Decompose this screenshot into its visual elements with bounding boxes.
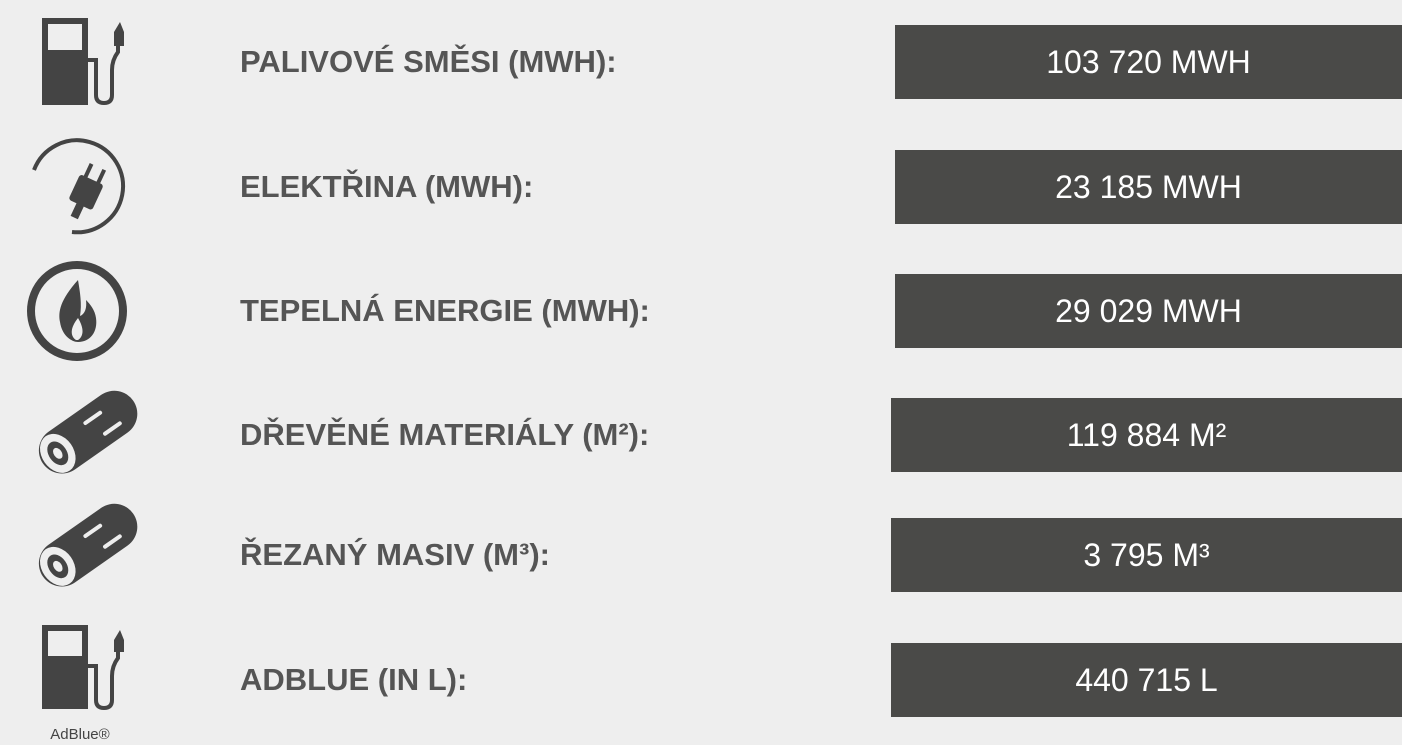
row: ADBLUE (IN L): 440 715 L — [0, 643, 1402, 717]
row-label: DŘEVĚNÉ MATERIÁLY (M²): — [240, 417, 650, 452]
row-value: 103 720 MWH — [895, 25, 1402, 99]
row-label: TEPELNÁ ENERGIE (MWH): — [240, 293, 650, 328]
row-value: 23 185 MWH — [895, 150, 1402, 224]
fuel-icon — [42, 18, 124, 106]
electricity-icon — [32, 138, 126, 235]
row-label: PALIVOVÉ SMĚSI (MWH): — [240, 44, 617, 79]
row-label: ELEKTŘINA (MWH): — [240, 169, 534, 204]
row-value: 119 884 M² — [891, 398, 1402, 472]
wood-icon — [38, 503, 138, 587]
icons: AdBlue® — [27, 18, 138, 743]
row: TEPELNÁ ENERGIE (MWH): 29 029 MWH — [0, 274, 1402, 348]
wood-icon — [38, 390, 138, 474]
row: ELEKTŘINA (MWH): 23 185 MWH — [0, 150, 1402, 224]
row-label: ADBLUE (IN L): — [240, 662, 468, 697]
row-value: 3 795 M³ — [891, 518, 1402, 592]
row-value: 29 029 MWH — [895, 274, 1402, 348]
heat-icon — [27, 261, 127, 361]
adblue-icon: AdBlue® — [42, 625, 124, 743]
row: ŘEZANÝ MASIV (M³): 3 795 M³ — [0, 518, 1402, 592]
row-value: 440 715 L — [891, 643, 1402, 717]
icon-caption: AdBlue® — [50, 726, 109, 743]
row: DŘEVĚNÉ MATERIÁLY (M²): 119 884 M² — [0, 398, 1402, 472]
row-label: ŘEZANÝ MASIV (M³): — [240, 537, 550, 572]
row: PALIVOVÉ SMĚSI (MWH): 103 720 MWH — [0, 25, 1402, 99]
